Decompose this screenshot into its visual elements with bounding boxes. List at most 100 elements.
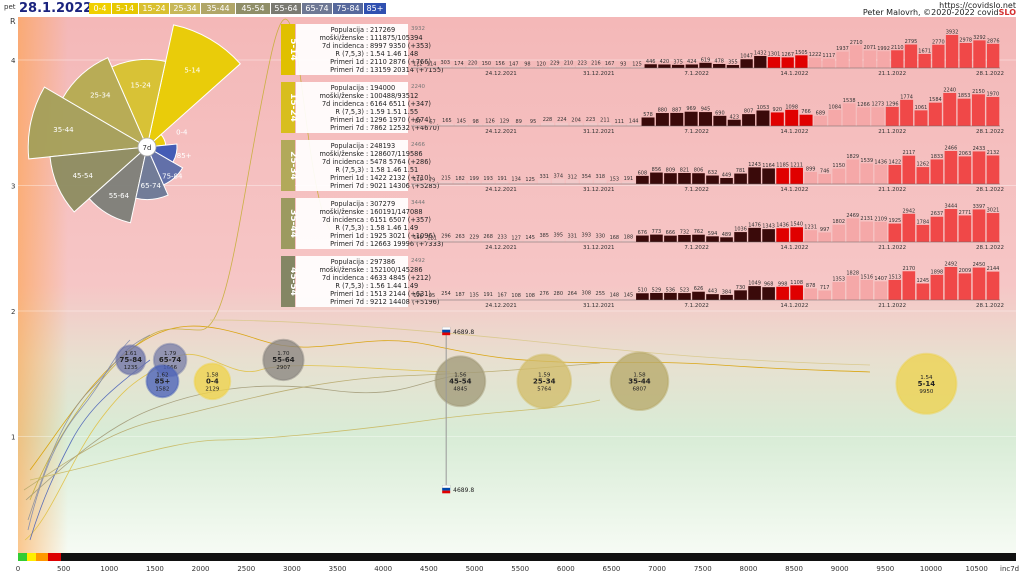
panel-bar-value: 1432 (754, 50, 767, 56)
panel-bar-value: 449 (722, 172, 732, 178)
panel-bar-value: 1185 (776, 163, 789, 169)
panel-bar-value: 223 (577, 61, 587, 67)
panel-bar (481, 239, 495, 242)
x-tick-label: 7500 (694, 565, 712, 573)
panel-group-label: 35-44 (288, 209, 298, 238)
panel-bar-value: 1538 (843, 98, 856, 104)
panel-bar (720, 237, 733, 242)
panel-info-sep: : (366, 58, 368, 66)
panel-bar-value: 2710 (850, 40, 863, 46)
panel-bar (930, 159, 944, 184)
panel-bar (453, 297, 467, 300)
x-tick-label: 6000 (557, 565, 575, 573)
panel-bar-value: 1243 (748, 162, 761, 168)
panel-info-value: 100488/93512 (370, 92, 418, 100)
panel-bar (818, 290, 832, 300)
panel-info-sep: : (366, 282, 368, 290)
panel-bar-value: 127 (511, 235, 521, 241)
bubble-circle (145, 364, 180, 399)
brand-prefix: covid (977, 8, 999, 17)
panel-bar-value: 134 (511, 177, 521, 183)
panel-bar (808, 57, 822, 68)
panel-bar-value: 446 (646, 59, 656, 65)
panel-bar (846, 159, 860, 184)
panel-info-value: 12663 19996 (+7333) (370, 240, 444, 248)
panel-bar-value: 806 (694, 168, 704, 174)
panel-bar-value: 1505 (795, 50, 808, 56)
rose-slice-label: 75-84 (162, 172, 183, 180)
panel-bar-value: 276 (539, 291, 549, 297)
panel-bar (537, 296, 551, 300)
panel-bar (440, 123, 454, 126)
panel-info-box (296, 256, 408, 307)
rose-slice-label: 85+ (177, 152, 192, 160)
site-url[interactable]: https://covidslo.net (939, 1, 1016, 10)
panel-date-label: 21.1.2022 (878, 245, 906, 251)
panel-bar-value: 1516 (860, 274, 873, 280)
age-button-5-14[interactable]: 5-14 (112, 3, 138, 14)
bubbles-layer: 1.6175-8412351.7965-7416661.6285+15821.5… (115, 338, 958, 415)
panel-info-sep: : (366, 216, 368, 224)
bubble-r-label: 1.62 (156, 372, 168, 378)
bubble-r-label: 1.56 (454, 372, 467, 378)
panel-bar (507, 66, 520, 68)
flag-stripe-red (442, 490, 451, 494)
panel-bar-value: 187 (455, 292, 465, 298)
rose-slice (145, 145, 184, 186)
panel-bar (411, 240, 425, 242)
panel-bar (425, 67, 438, 68)
age-button-15-24[interactable]: 15-24 (139, 3, 169, 14)
panel-bar (612, 124, 626, 126)
panel-bar (900, 99, 914, 126)
age-button-75-84[interactable]: 75-84 (333, 3, 363, 14)
bubble-inc-label: 1582 (155, 386, 169, 392)
panel-bar (678, 234, 691, 242)
panel-bar (857, 107, 871, 126)
x-tick-label: 0 (16, 565, 20, 573)
panel-info-value: 1.56 1.44 1.49 (370, 282, 418, 290)
panel-bar (799, 114, 813, 126)
panel-info-value: 13159 20314 (+7155) (370, 66, 444, 74)
age-button-65-74[interactable]: 65-74 (302, 3, 332, 14)
panel-info-value: 1513 2144 (+631) (370, 290, 431, 298)
panel-bar-value: 1108 (790, 280, 803, 286)
panel-bar-value: 216 (591, 61, 601, 67)
panel-info-key: Primeri 7d (330, 240, 364, 248)
panel-bar (523, 182, 537, 184)
panel-bar (608, 240, 621, 242)
panel-bar-value: 193 (483, 176, 493, 182)
panel-info-key: 7d incidenca (322, 42, 364, 50)
rose-slice-label: 35-44 (53, 126, 74, 134)
panel-info-key: moški/ženske (319, 92, 364, 100)
x-tick-label: 4000 (374, 565, 392, 573)
panel-info-box (296, 24, 408, 75)
age-button-55-64[interactable]: 55-64 (271, 3, 301, 14)
panel-bar-value: 730 (736, 285, 746, 291)
panel-bar-value: 2132 (987, 150, 1000, 156)
age-button-35-44[interactable]: 35-44 (201, 3, 235, 14)
panel-date-label: 21.1.2022 (878, 187, 906, 193)
age-button-0-4[interactable]: 0-4 (89, 3, 111, 14)
panel-info-sep: : (366, 66, 368, 74)
panel-bar-value: 3932 (946, 30, 959, 36)
panel-bar-value: 1266 (857, 102, 870, 108)
age-button-25-34[interactable]: 25-34 (170, 3, 200, 14)
panel-bar-value: 1671 (918, 48, 931, 54)
panel-bar-value: 223 (586, 117, 596, 123)
panel-bar (523, 298, 537, 300)
panel-bar (958, 273, 972, 300)
panel-date-label: 28.1.2022 (976, 187, 1004, 193)
bubble-group-label: 5-14 (918, 380, 936, 388)
age-button-45-54[interactable]: 45-54 (236, 3, 270, 14)
panel-date-label: 24.12.2021 (485, 71, 517, 77)
panel-max-label: 3444 (411, 200, 425, 206)
panel-bar-value: 1273 (872, 102, 885, 108)
panel-info-value: 4633 4845 (+212) (370, 274, 431, 282)
age-panels: 5-14Populacija:217269moški/ženske:111875… (281, 24, 1004, 309)
panel-bar (874, 164, 888, 184)
age-button-85+[interactable]: 85+ (364, 3, 386, 14)
panel-bar (523, 240, 537, 242)
panel-bar (569, 122, 583, 126)
panel-bar (650, 292, 663, 300)
